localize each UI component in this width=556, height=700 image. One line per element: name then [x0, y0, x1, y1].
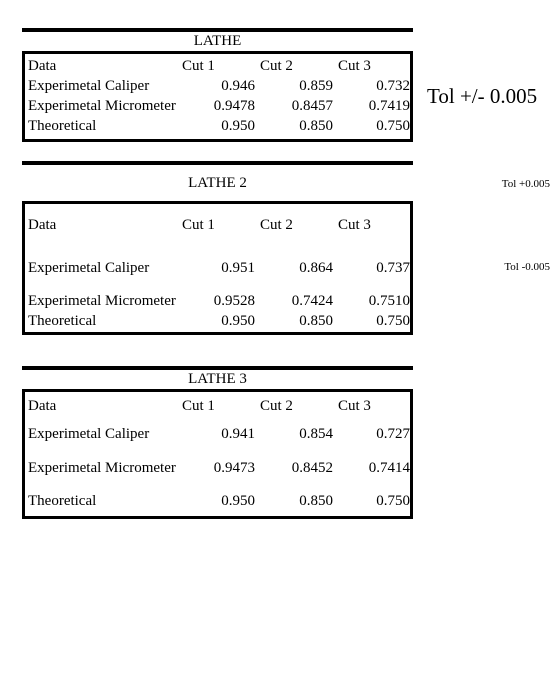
header-cut-2: Cut 2 [260, 398, 293, 414]
cell-cut-2: 0.854 [299, 426, 333, 442]
cell-cut-3: 0.7510 [368, 293, 410, 309]
tolerance-minus-label: Tol -0.005 [504, 261, 550, 273]
header-cut-1: Cut 1 [182, 217, 215, 233]
header-data: Data [28, 217, 57, 233]
header-cut-3: Cut 3 [338, 58, 371, 74]
data-table: Data Cut 1 Cut 2 Cut 3 Experimetal Calip… [22, 201, 413, 335]
cell-cut-1: 0.950 [221, 313, 255, 329]
cell-cut-3: 0.7419 [368, 98, 410, 114]
lathe-2-block: LATHE 2 Data Cut 1 Cut 2 Cut 3 Experimet… [22, 161, 413, 335]
cell-cut-2: 0.7424 [291, 293, 333, 309]
row-label: Experimetal Micrometer [28, 293, 176, 309]
cell-cut-2: 0.8452 [291, 460, 333, 476]
cell-cut-2: 0.8457 [291, 98, 333, 114]
cell-cut-3: 0.737 [376, 260, 410, 276]
table-title: LATHE 2 [188, 175, 247, 191]
cell-cut-3: 0.732 [376, 78, 410, 94]
header-cut-1: Cut 1 [182, 58, 215, 74]
row-label: Experimetal Caliper [28, 426, 150, 442]
cell-cut-1: 0.941 [221, 426, 255, 442]
header-cut-2: Cut 2 [260, 217, 293, 233]
header-data: Data [28, 58, 57, 74]
header-cut-3: Cut 3 [338, 398, 371, 414]
cell-cut-3: 0.750 [376, 118, 410, 134]
row-label: Experimetal Caliper [28, 260, 150, 276]
table-title: LATHE 3 [188, 371, 247, 387]
table-top-rule [22, 28, 413, 32]
row-label: Experimetal Micrometer [28, 460, 176, 476]
cell-cut-1: 0.9528 [213, 293, 255, 309]
header-cut-2: Cut 2 [260, 58, 293, 74]
cell-cut-3: 0.750 [376, 313, 410, 329]
data-table: Data Cut 1 Cut 2 Cut 3 Experimetal Calip… [22, 389, 413, 519]
lathe-1-block: LATHE Data Cut 1 Cut 2 Cut 3 Experimetal… [22, 28, 413, 142]
row-label: Experimetal Micrometer [28, 98, 176, 114]
table-top-rule [22, 366, 413, 370]
header-data: Data [28, 398, 57, 414]
table-title: LATHE [193, 33, 242, 49]
cell-cut-1: 0.951 [221, 260, 255, 276]
cell-cut-2: 0.850 [299, 118, 333, 134]
cell-cut-1: 0.9478 [213, 98, 255, 114]
row-label: Theoretical [28, 313, 97, 329]
cell-cut-3: 0.727 [376, 426, 410, 442]
tolerance-plus-label: Tol +0.005 [501, 178, 550, 190]
row-label: Theoretical [28, 118, 97, 134]
cell-cut-1: 0.9473 [213, 460, 255, 476]
lathe-3-block: LATHE 3 Data Cut 1 Cut 2 Cut 3 Experimet… [22, 366, 413, 519]
cell-cut-3: 0.750 [376, 493, 410, 509]
table-top-rule [22, 161, 413, 165]
row-label: Experimetal Caliper [28, 78, 150, 94]
tolerance-main-label: Tol +/- 0.005 [427, 84, 538, 108]
cell-cut-2: 0.850 [299, 493, 333, 509]
cell-cut-3: 0.7414 [368, 460, 410, 476]
header-cut-3: Cut 3 [338, 217, 371, 233]
data-table: Data Cut 1 Cut 2 Cut 3 Experimetal Calip… [22, 51, 413, 142]
cell-cut-1: 0.950 [221, 118, 255, 134]
cell-cut-1: 0.946 [221, 78, 255, 94]
row-label: Theoretical [28, 493, 97, 509]
cell-cut-2: 0.864 [299, 260, 333, 276]
cell-cut-2: 0.850 [299, 313, 333, 329]
header-cut-1: Cut 1 [182, 398, 215, 414]
cell-cut-2: 0.859 [299, 78, 333, 94]
cell-cut-1: 0.950 [221, 493, 255, 509]
